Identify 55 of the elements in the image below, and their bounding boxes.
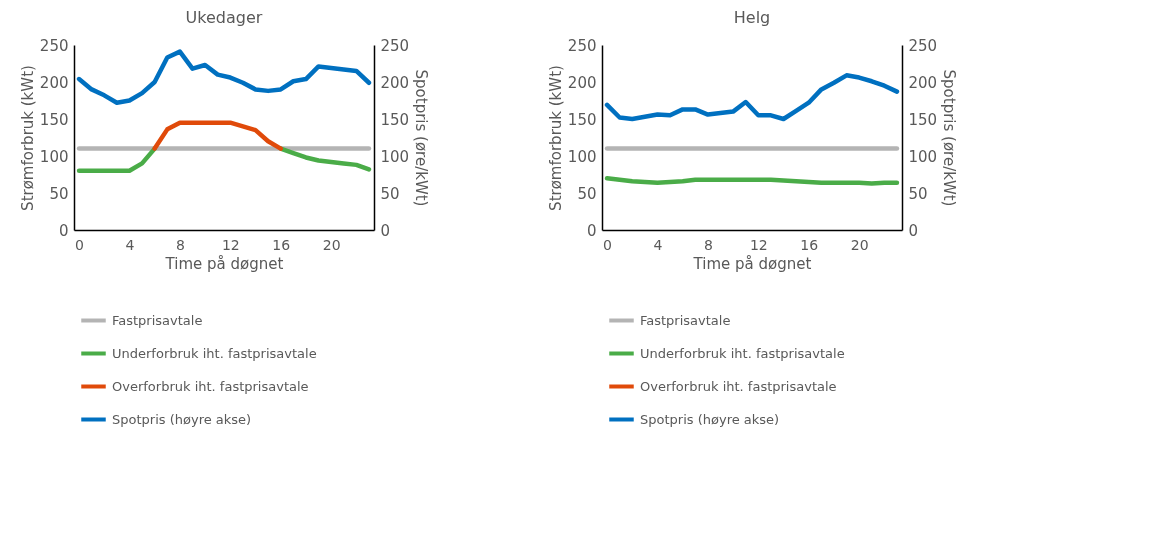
x-tick-label: 12 <box>221 236 240 253</box>
y2-tick-label: 200 <box>908 73 938 92</box>
y-axis-title: Strømforbruk (kWt) <box>546 65 565 211</box>
x-axis-title: Time på døgnet <box>692 254 812 273</box>
x-tick-label: 16 <box>272 236 291 253</box>
y-tick-label: 100 <box>39 147 69 166</box>
x-tick-label: 4 <box>125 236 135 253</box>
y2-tick-label: 250 <box>380 36 410 55</box>
line-series <box>76 49 372 105</box>
legend-label: Fastprisavtale <box>640 312 731 328</box>
y-tick-label: 100 <box>567 147 597 166</box>
y2-tick-label: 200 <box>380 73 410 92</box>
x-axis-title: Time på døgnet <box>164 254 284 273</box>
x-tick-label: 20 <box>322 236 341 253</box>
y2-axis-title: Spotpris (øre/kWt) <box>412 69 431 207</box>
legend-label: Overforbruk iht. fastprisavtale <box>640 378 837 394</box>
line-series <box>152 120 283 151</box>
legend-label: Underforbruk iht. fastprisavtale <box>112 345 317 361</box>
x-tick-label: 20 <box>850 236 869 253</box>
y2-tick-label: 100 <box>380 147 410 166</box>
x-tick-label: 0 <box>603 236 612 253</box>
y2-tick-label: 250 <box>908 36 938 55</box>
line-series <box>604 73 900 122</box>
y-tick-label: 250 <box>39 36 69 55</box>
y-tick-label: 200 <box>567 73 597 92</box>
x-tick-label: 8 <box>175 236 185 253</box>
y-tick-label: 200 <box>39 73 69 92</box>
x-tick-label: 4 <box>653 236 663 253</box>
x-tick-label: 8 <box>703 236 713 253</box>
x-tick-label: 0 <box>75 236 84 253</box>
legend-label: Spotpris (høyre akse) <box>640 411 780 427</box>
y-tick-label: 0 <box>58 221 69 240</box>
y2-tick-label: 150 <box>908 110 938 129</box>
chart-title: Helg <box>733 8 771 27</box>
y-tick-label: 150 <box>567 110 597 129</box>
legend-label: Overforbruk iht. fastprisavtale <box>112 378 309 394</box>
y-tick-label: 50 <box>577 184 597 203</box>
x-tick-label: 16 <box>800 236 819 253</box>
y-tick-label: 150 <box>39 110 69 129</box>
x-tick-label: 12 <box>749 236 768 253</box>
legend-label: Spotpris (høyre akse) <box>112 411 252 427</box>
legend-label: Fastprisavtale <box>112 312 203 328</box>
chart-title: Ukedager <box>185 8 263 27</box>
y-tick-label: 50 <box>49 184 69 203</box>
y-axis-title: Strømforbruk (kWt) <box>18 65 37 211</box>
y2-axis-title: Spotpris (øre/kWt) <box>940 69 959 207</box>
y2-tick-label: 100 <box>908 147 938 166</box>
y2-tick-label: 50 <box>908 184 928 203</box>
legend-label: Underforbruk iht. fastprisavtale <box>640 345 845 361</box>
y2-tick-label: 50 <box>380 184 400 203</box>
y2-tick-label: 0 <box>908 221 919 240</box>
y-tick-label: 0 <box>586 221 597 240</box>
y-tick-label: 250 <box>567 36 597 55</box>
y2-tick-label: 0 <box>380 221 391 240</box>
y2-tick-label: 150 <box>380 110 410 129</box>
